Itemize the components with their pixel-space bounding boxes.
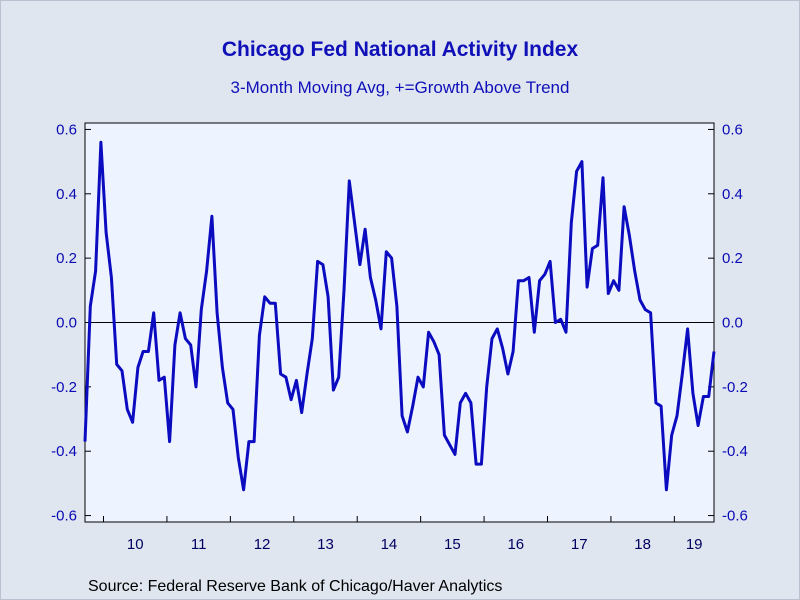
chart-subtitle: 3-Month Moving Avg, +=Growth Above Trend — [230, 78, 570, 97]
x-tick-label: 11 — [191, 536, 207, 553]
y-tick-label-left: -0.4 — [51, 443, 77, 460]
x-tick-label: 15 — [444, 536, 461, 553]
y-tick-label-right: 0.6 — [722, 121, 743, 138]
y-tick-label-right: 0.0 — [722, 315, 743, 332]
x-tick-label: 12 — [254, 536, 271, 553]
x-tick-label: 10 — [127, 536, 144, 553]
y-axis-right: 0.6 0.4 0.2 0.0 -0.2 -0.4 -0.6 — [708, 121, 748, 525]
y-tick-label-left: 0.6 — [56, 121, 77, 138]
y-tick-label-right: 0.4 — [722, 186, 743, 203]
x-tick-label: 19 — [686, 536, 703, 553]
chart-title: Chicago Fed National Activity Index — [221, 38, 579, 61]
x-tick-label: 13 — [317, 536, 334, 553]
y-tick-label-right: -0.4 — [722, 443, 748, 460]
y-axis-left: 0.6 0.4 0.2 0.0 -0.2 -0.4 -0.6 — [51, 121, 91, 525]
y-tick-label-right: -0.6 — [722, 508, 748, 525]
y-tick-label-left: -0.2 — [51, 379, 77, 396]
x-tick-label: 17 — [571, 536, 588, 553]
y-tick-label-left: 0.0 — [56, 315, 77, 332]
x-axis: 10 11 12 13 14 15 16 17 18 19 — [103, 516, 703, 553]
source-note: Source: Federal Reserve Bank of Chicago/… — [88, 578, 503, 595]
y-tick-label-left: 0.2 — [56, 250, 77, 267]
y-tick-label-right: 0.2 — [722, 250, 743, 267]
y-tick-label-right: -0.2 — [722, 379, 748, 396]
series-line-cfnai-3mma — [83, 140, 716, 492]
x-tick-label: 14 — [381, 536, 398, 553]
y-tick-label-left: 0.4 — [56, 186, 77, 203]
x-tick-label: 18 — [634, 536, 651, 553]
x-tick-label: 16 — [507, 536, 524, 553]
y-tick-label-left: -0.6 — [51, 508, 77, 525]
